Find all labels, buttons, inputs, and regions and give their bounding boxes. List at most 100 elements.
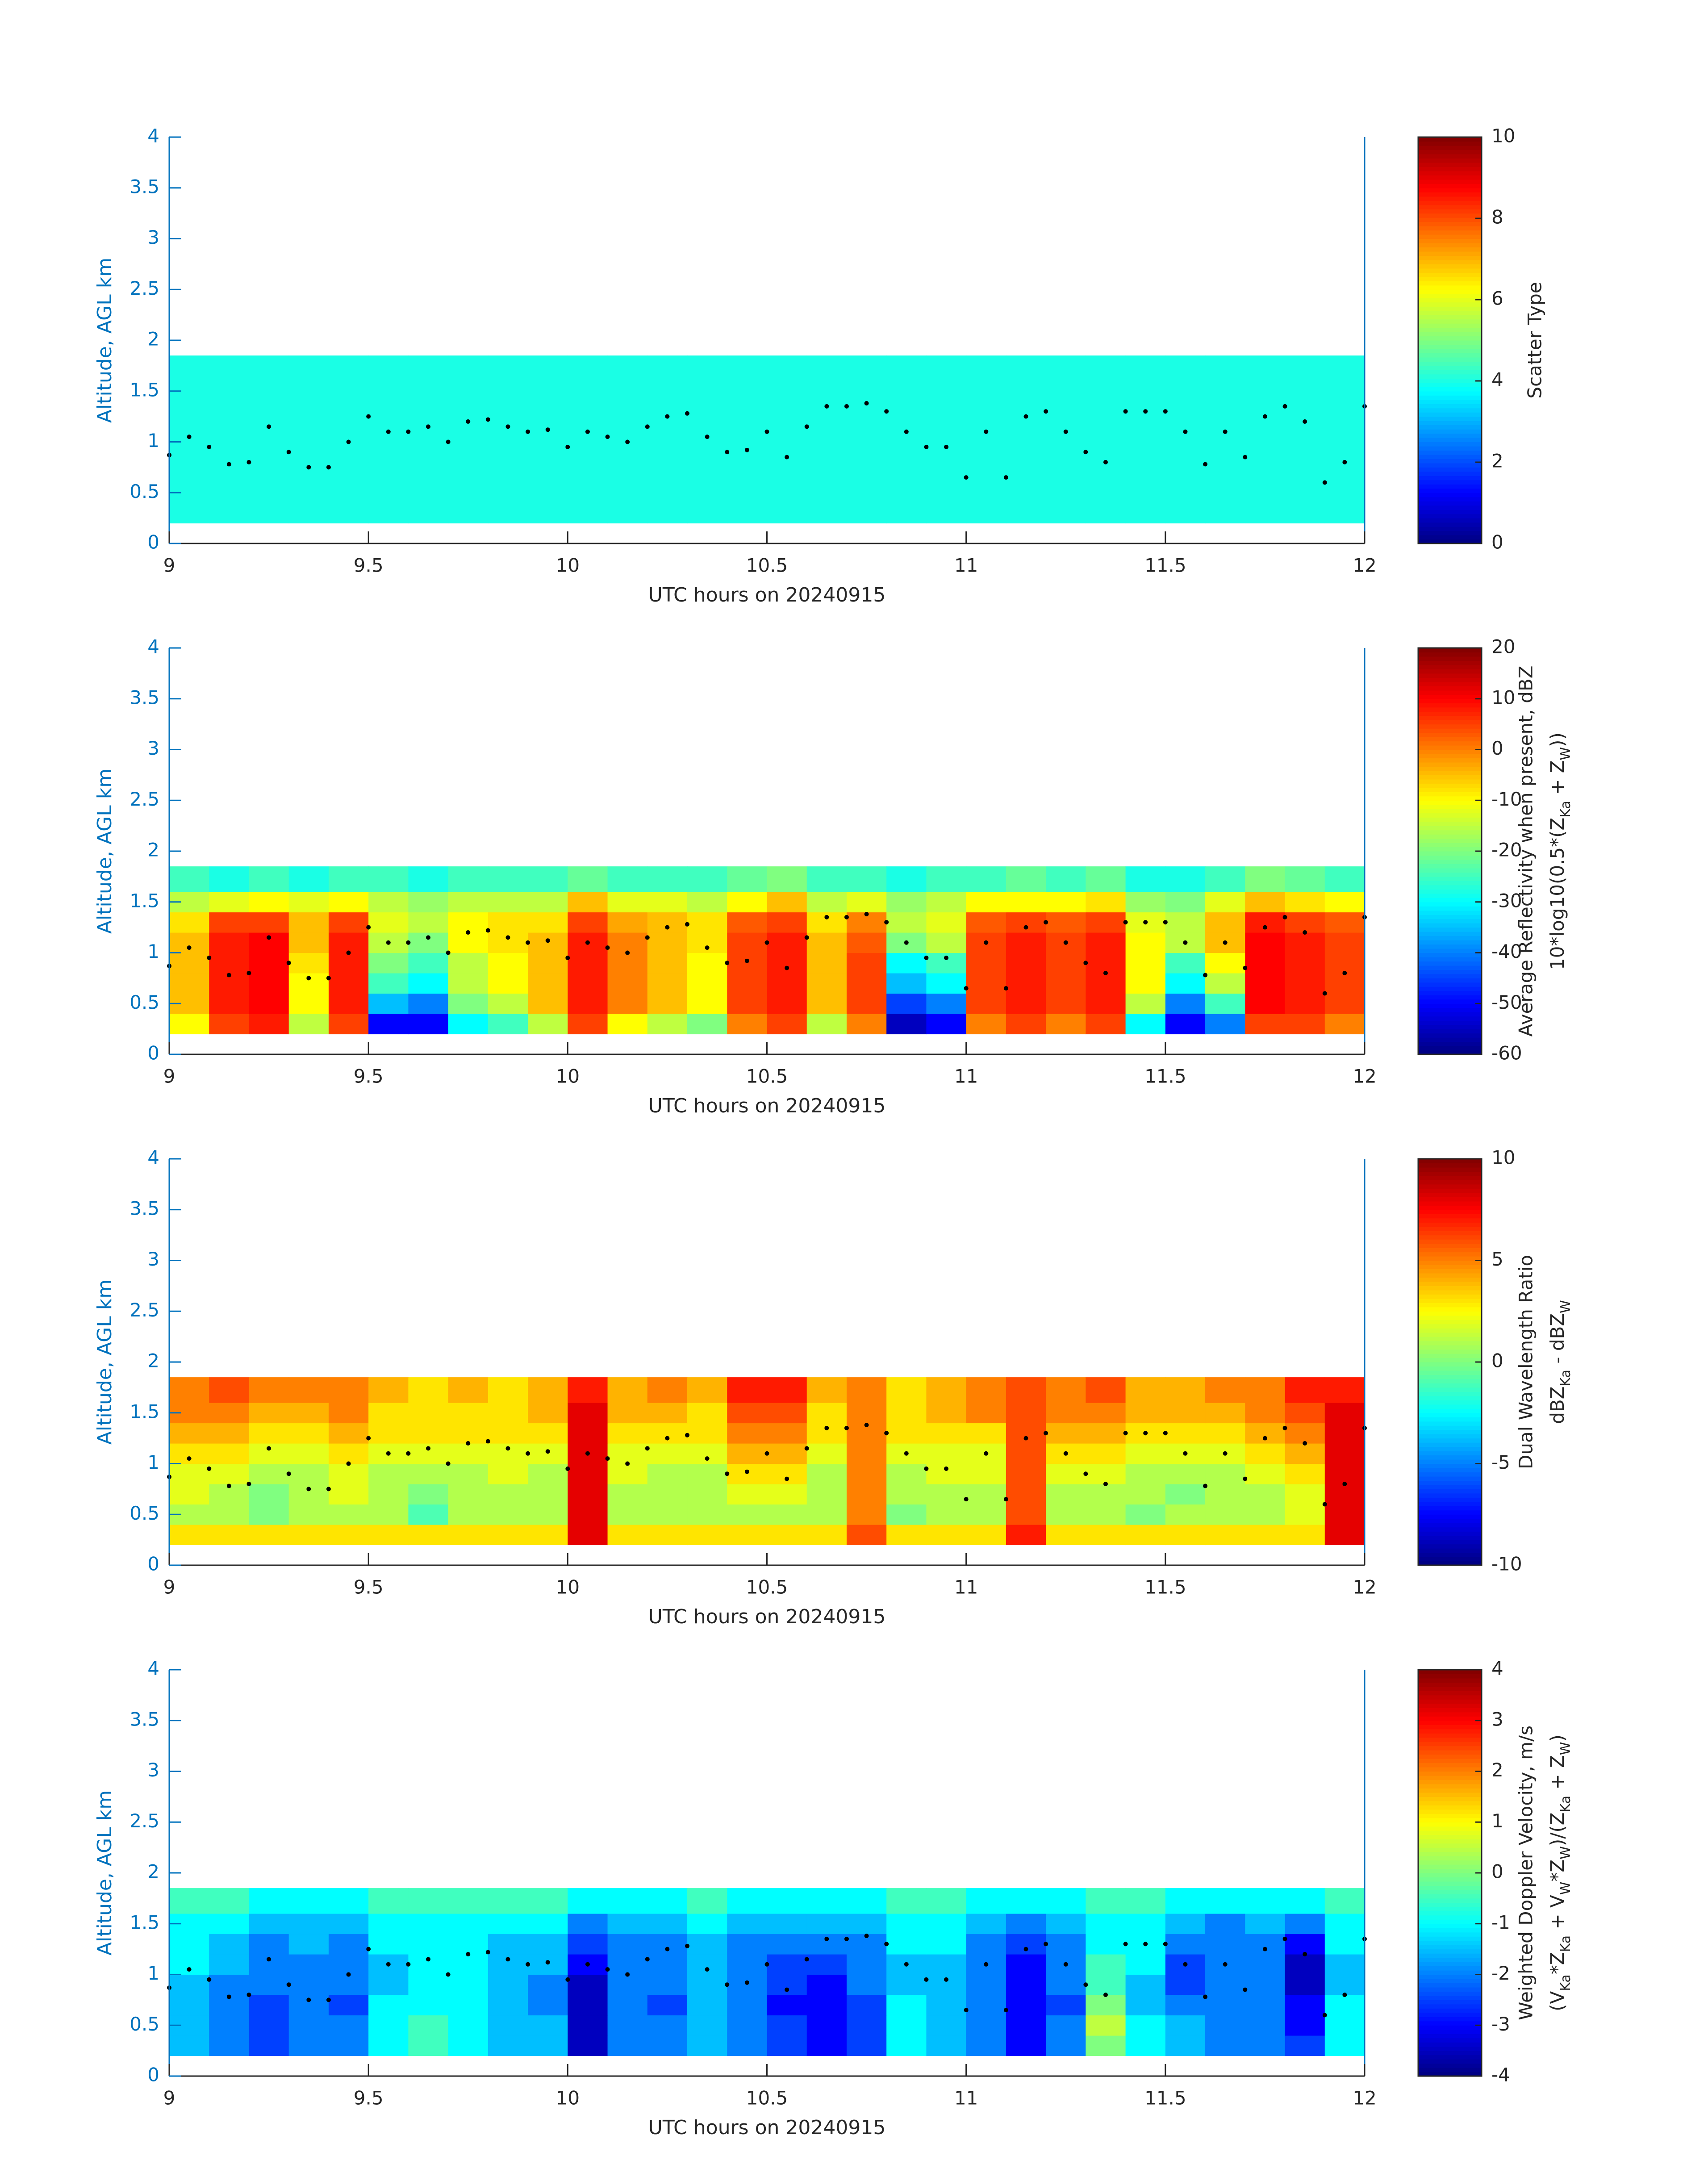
cell	[1125, 442, 1166, 463]
cell	[806, 1403, 847, 1424]
cell	[1324, 422, 1365, 443]
cell	[687, 1995, 727, 2016]
cell	[886, 1403, 927, 1424]
colorbar-swatch	[1418, 1476, 1482, 1481]
lidar-point	[1163, 920, 1168, 925]
cell	[368, 482, 409, 503]
colorbar-swatch	[1418, 843, 1482, 848]
lidar-point	[426, 424, 431, 429]
cell	[1046, 1463, 1086, 1484]
cell	[846, 1525, 887, 1546]
y-tick-label: 2.5	[129, 788, 159, 810]
lidar-point	[326, 1487, 331, 1492]
cell	[1165, 482, 1206, 503]
cell	[408, 1463, 449, 1484]
lidar-point	[665, 1436, 670, 1441]
cell	[1205, 1504, 1245, 1525]
cell	[966, 1525, 1006, 1546]
cell	[846, 1443, 887, 1464]
cell	[846, 1995, 887, 2016]
colorbar-swatch	[1418, 408, 1482, 413]
cell	[1245, 422, 1286, 443]
colorbar-swatch	[1418, 1235, 1482, 1240]
cell	[1086, 953, 1126, 974]
x-tick-label: 12	[1353, 2087, 1376, 2109]
cell	[886, 1504, 927, 1525]
cell	[209, 442, 250, 463]
cell	[687, 892, 727, 913]
cell	[328, 381, 369, 402]
colorbar-swatch	[1418, 1889, 1482, 1894]
colorbar-swatch	[1418, 1885, 1482, 1890]
colorbar-swatch	[1418, 1983, 1482, 1988]
x-tick-label: 12	[1353, 1576, 1376, 1598]
colorbar-swatch	[1418, 1978, 1482, 1984]
cell	[169, 932, 209, 953]
cell	[1205, 1525, 1245, 1546]
lidar-point	[545, 1449, 550, 1454]
cell	[926, 2035, 967, 2056]
colorbar-swatch	[1418, 2046, 1482, 2051]
lidar-point	[366, 414, 371, 419]
cell	[368, 1974, 409, 1995]
cell	[1165, 442, 1206, 463]
lidar-point	[545, 1960, 550, 1965]
colorbar-swatch	[1418, 923, 1482, 928]
colorbar-swatch	[1418, 1557, 1482, 1562]
colorbar-tick-label: 10	[1491, 686, 1515, 708]
cell	[368, 1504, 409, 1525]
cell	[727, 892, 768, 913]
cell	[1324, 1525, 1365, 1546]
x-tick-label: 11	[954, 1066, 978, 1087]
colorbar-swatch	[1418, 1940, 1482, 1945]
cell	[846, 953, 887, 974]
cell	[568, 1014, 608, 1035]
colorbar-swatch	[1418, 830, 1482, 835]
colorbar-swatch	[1418, 910, 1482, 915]
lidar-point	[326, 1997, 331, 2002]
cell	[647, 932, 688, 953]
cell	[1046, 973, 1086, 994]
lidar-point	[705, 945, 710, 950]
cell	[966, 442, 1006, 463]
lidar-point	[585, 940, 590, 945]
cell	[1165, 993, 1206, 1014]
cell	[288, 1014, 329, 1035]
cell	[528, 993, 568, 1014]
lidar-point	[286, 961, 291, 965]
colorbar-swatch	[1418, 1463, 1482, 1468]
lidar-point	[964, 2008, 969, 2013]
lidar-point	[565, 1977, 570, 1982]
colorbar-swatch	[1418, 319, 1482, 324]
colorbar-swatch	[1418, 374, 1482, 379]
cell	[528, 381, 568, 402]
cell	[1046, 381, 1086, 402]
colorbar-swatch	[1418, 1510, 1482, 1515]
lidar-point	[585, 1451, 590, 1456]
lidar-point	[764, 940, 769, 945]
cell	[1245, 912, 1286, 933]
lidar-point	[505, 935, 510, 940]
colorbar-swatch	[1418, 1523, 1482, 1528]
colorbar-swatch	[1418, 298, 1482, 303]
cell	[488, 1403, 528, 1424]
colorbar-swatch	[1418, 957, 1482, 962]
cell	[1165, 1504, 1206, 1525]
cell	[1125, 422, 1166, 443]
colorbar-swatch	[1418, 454, 1482, 460]
cell	[687, 1888, 727, 1914]
cell	[886, 1888, 927, 1914]
x-tick-label: 10.5	[746, 555, 788, 577]
lidar-point	[1163, 1942, 1168, 1947]
cell	[368, 1014, 409, 1035]
cell	[966, 1403, 1006, 1424]
colorbar-swatch	[1418, 1923, 1482, 1928]
cell	[767, 973, 807, 994]
cell	[607, 381, 648, 402]
lidar-point	[246, 1993, 251, 1997]
cell	[846, 2015, 887, 2036]
colorbar-swatch	[1418, 526, 1482, 531]
cell	[448, 892, 489, 913]
colorbar-swatch	[1418, 851, 1482, 856]
lidar-point	[306, 465, 311, 470]
